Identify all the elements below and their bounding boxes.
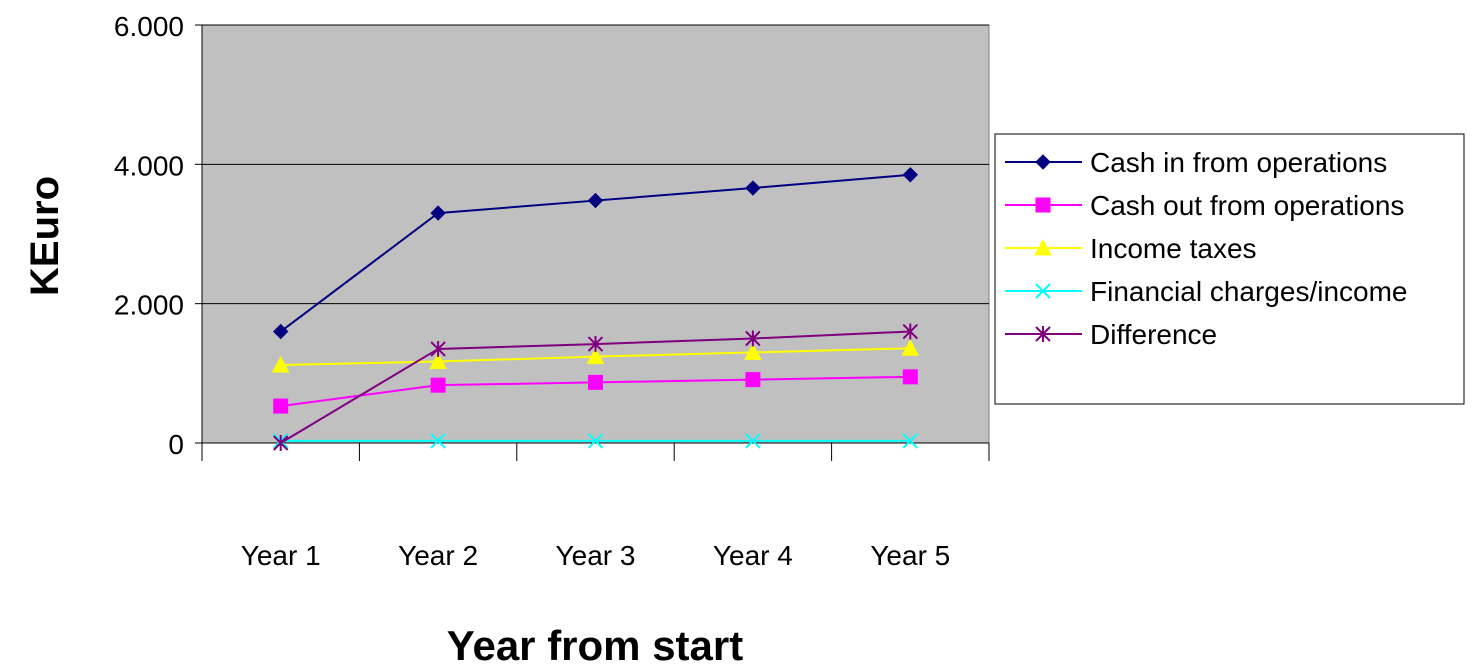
data-point bbox=[901, 339, 920, 356]
data-point bbox=[902, 433, 919, 449]
data-point bbox=[430, 340, 446, 357]
data-point bbox=[745, 433, 761, 449]
series bbox=[272, 167, 919, 340]
gridlines bbox=[202, 24, 989, 305]
legend-item: Cash out from operations bbox=[1005, 190, 1404, 221]
x-tick-label: Year 3 bbox=[556, 540, 636, 571]
legend-item: Cash in from operations bbox=[1005, 147, 1387, 178]
series-layer bbox=[271, 167, 920, 451]
data-point bbox=[1035, 154, 1051, 170]
legend: Cash in from operations Cash out from ope… bbox=[994, 133, 1465, 405]
legend-item: Difference bbox=[1005, 319, 1217, 350]
x-tick-label: Year 2 bbox=[398, 540, 478, 571]
data-point bbox=[745, 372, 761, 388]
data-point bbox=[1035, 326, 1051, 342]
data-point bbox=[430, 205, 446, 221]
y-axis-title: KEuro bbox=[23, 176, 67, 296]
data-point bbox=[1034, 238, 1052, 256]
data-point bbox=[588, 374, 603, 390]
y-tick-label: 6.000 bbox=[114, 11, 184, 42]
legend-box bbox=[994, 133, 1465, 405]
y-axis-ticks: 0 2.000 4.000 6.000 bbox=[114, 11, 202, 460]
data-point bbox=[744, 343, 762, 360]
data-point bbox=[1035, 283, 1051, 299]
data-point bbox=[902, 323, 919, 340]
legend-label: Difference bbox=[1090, 319, 1217, 350]
series bbox=[273, 369, 918, 414]
data-point bbox=[273, 398, 289, 414]
x-tick-label: Year 5 bbox=[870, 540, 950, 571]
legend-label: Financial charges/income bbox=[1090, 276, 1408, 307]
x-axis-ticks: Year 1 Year 2 Year 3 Year 4 Year 5 bbox=[201, 443, 990, 571]
data-point bbox=[272, 435, 289, 451]
x-tick-label: Year 1 bbox=[241, 540, 321, 571]
legend-item: Financial charges/income bbox=[1005, 276, 1408, 307]
data-point bbox=[430, 433, 446, 449]
y-tick-label: 0 bbox=[168, 429, 184, 460]
legend-item: Income taxes bbox=[1005, 233, 1257, 264]
data-point bbox=[586, 347, 605, 365]
plot-area bbox=[201, 24, 990, 444]
data-point bbox=[745, 180, 761, 196]
data-point bbox=[902, 167, 919, 183]
series bbox=[272, 323, 919, 451]
legend-label: Cash out from operations bbox=[1090, 190, 1404, 221]
x-tick-label: Year 4 bbox=[713, 540, 793, 571]
x-axis-title: Year from start bbox=[447, 622, 743, 669]
data-point bbox=[587, 433, 604, 449]
y-tick-label: 2.000 bbox=[114, 290, 184, 321]
data-point bbox=[272, 323, 289, 340]
data-point bbox=[271, 355, 290, 373]
legend-label: Income taxes bbox=[1090, 233, 1257, 264]
data-point bbox=[587, 336, 604, 353]
data-point bbox=[745, 330, 761, 347]
data-point bbox=[587, 192, 604, 209]
legend-label: Cash in from operations bbox=[1090, 147, 1387, 178]
data-point bbox=[429, 352, 447, 369]
series bbox=[271, 339, 920, 373]
data-point bbox=[1035, 197, 1051, 213]
data-point bbox=[902, 369, 918, 385]
axes bbox=[201, 25, 989, 444]
data-point bbox=[430, 377, 446, 393]
y-tick-label: 4.000 bbox=[114, 150, 184, 181]
